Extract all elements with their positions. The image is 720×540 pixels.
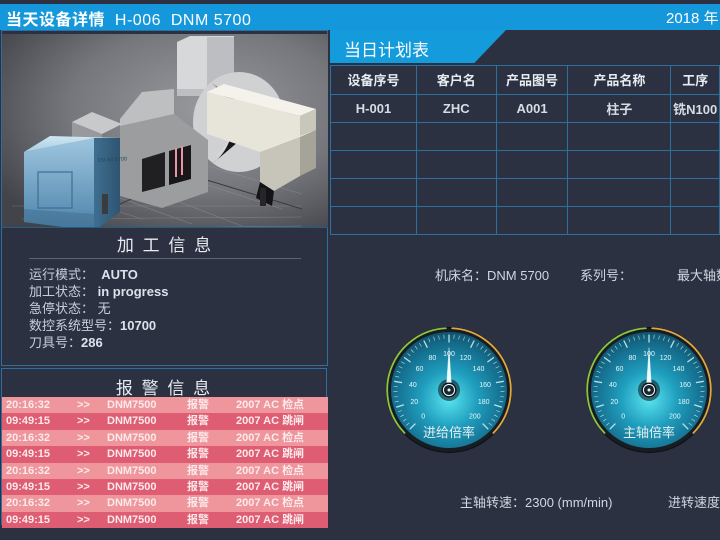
- svg-text:0: 0: [421, 413, 425, 420]
- svg-text:80: 80: [629, 355, 637, 362]
- svg-text:160: 160: [479, 382, 491, 389]
- svg-text:200: 200: [469, 413, 481, 420]
- svg-text:60: 60: [416, 366, 424, 373]
- svg-text:160: 160: [679, 382, 691, 389]
- svg-text:120: 120: [460, 355, 472, 362]
- svg-text:140: 140: [473, 366, 485, 373]
- svg-text:60: 60: [616, 366, 624, 373]
- svg-text:180: 180: [678, 399, 690, 406]
- svg-text:40: 40: [409, 382, 417, 389]
- svg-text:40: 40: [609, 382, 617, 389]
- svg-text:180: 180: [478, 399, 490, 406]
- svg-text:140: 140: [673, 366, 685, 373]
- svg-text:20: 20: [610, 399, 618, 406]
- svg-text:200: 200: [669, 413, 681, 420]
- svg-text:80: 80: [429, 355, 437, 362]
- svg-text:120: 120: [660, 355, 672, 362]
- svg-text:20: 20: [410, 399, 418, 406]
- svg-text:0: 0: [621, 413, 625, 420]
